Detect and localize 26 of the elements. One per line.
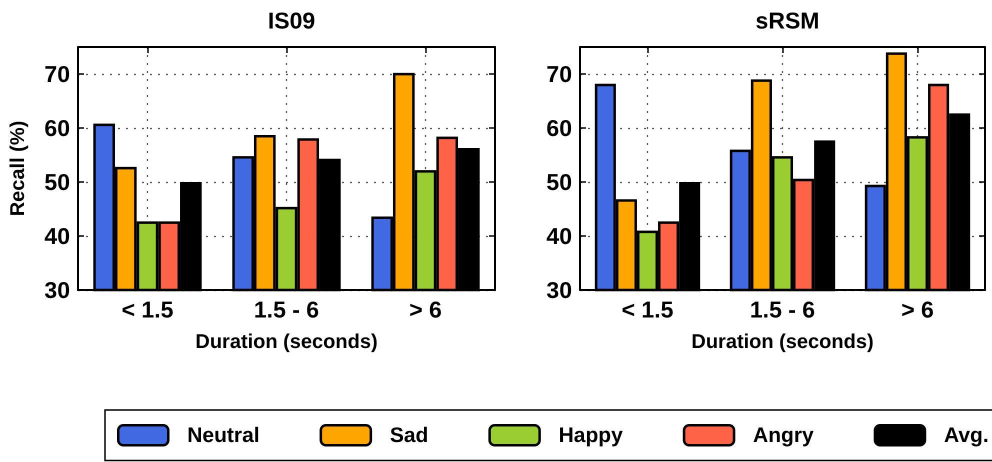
y-tick-label: 50 (546, 169, 572, 195)
y-tick-label: 40 (546, 223, 572, 249)
legend-label: Avg. (944, 424, 989, 447)
y-tick-label: 40 (44, 223, 70, 249)
y-tick-label: 70 (44, 61, 70, 87)
legend-label: Neutral (187, 424, 260, 447)
legend-label: Angry (753, 424, 814, 447)
chart-title: sRSM (756, 8, 820, 34)
x-axis-title: Duration (seconds) (195, 331, 378, 353)
y-tick-label: 60 (546, 115, 572, 141)
x-tick-label: < 1.5 (122, 296, 174, 322)
y-tick-label: 70 (546, 61, 572, 87)
y-axis-title: Recall (%) (7, 120, 29, 216)
y-tick-label: 30 (44, 277, 70, 303)
x-tick-label: 1.5 - 6 (750, 296, 816, 322)
y-tick-label: 50 (44, 169, 70, 195)
y-tick-label: 60 (44, 115, 70, 141)
x-tick-label: > 6 (901, 296, 934, 322)
x-tick-label: 1.5 - 6 (254, 296, 320, 322)
chart-title: IS09 (268, 8, 316, 34)
legend-label: Sad (390, 424, 428, 447)
legend-label: Happy (558, 424, 624, 447)
x-tick-label: > 6 (409, 296, 442, 322)
x-tick-label: < 1.5 (622, 296, 674, 322)
x-axis-title: Duration (seconds) (691, 331, 874, 353)
y-tick-label: 30 (546, 277, 572, 303)
